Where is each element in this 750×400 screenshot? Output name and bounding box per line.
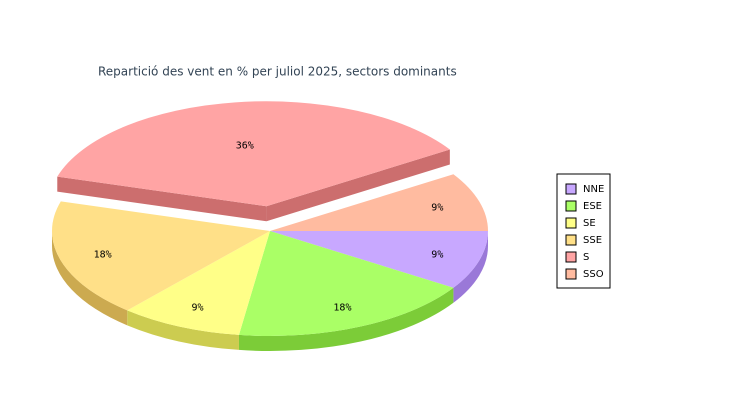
slice-side [238, 287, 454, 351]
slice-side [453, 231, 488, 303]
data-label: 9% [431, 202, 443, 213]
slice [238, 231, 454, 336]
legend-swatch [565, 183, 577, 195]
legend-label: SE [583, 218, 596, 229]
slice [270, 174, 488, 231]
data-label: 18% [94, 250, 112, 261]
slice [57, 101, 450, 207]
legend-label: S [583, 252, 589, 263]
data-label: 36% [236, 141, 254, 152]
slice-side [127, 310, 239, 350]
legend-swatch [565, 234, 577, 246]
data-label: 9% [431, 250, 443, 261]
legend-swatch [565, 217, 577, 229]
legend-label: NNE [583, 184, 604, 195]
slice-wall [266, 149, 450, 222]
slice-side [52, 231, 128, 326]
legend-swatch [565, 268, 577, 280]
legend-swatch [565, 251, 577, 263]
slice [127, 231, 270, 335]
slice [270, 231, 488, 288]
legend-label: SSE [583, 235, 602, 246]
legend-label: SSO [583, 269, 604, 280]
slice [52, 201, 270, 311]
slice-wall [57, 176, 267, 222]
data-label: 9% [192, 302, 204, 313]
legend-label: ESE [583, 201, 602, 212]
legend-swatch [565, 200, 577, 212]
data-label: 18% [333, 302, 351, 313]
chart-title: Repartició des vent en % per juliol 2025… [98, 65, 457, 79]
